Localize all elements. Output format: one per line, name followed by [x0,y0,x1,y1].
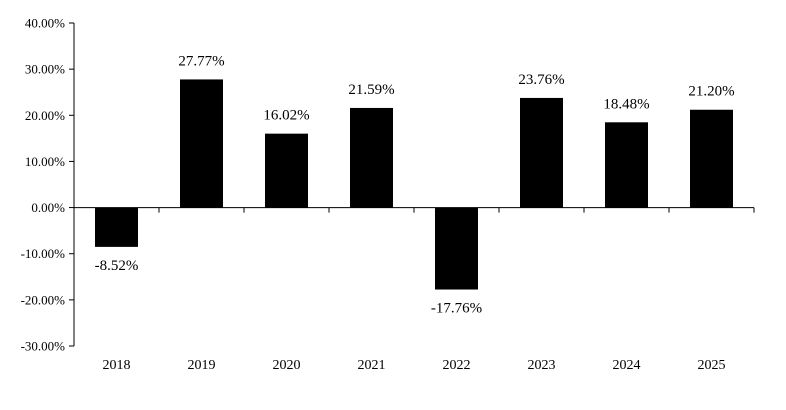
category-label-2020: 2020 [273,358,301,373]
y-tick-label: -10.00% [21,246,66,261]
data-label-2024: 18.48% [603,96,649,112]
y-axis: 40.00% 30.00% 20.00% 10.00% 0.00% -10.00% -20.… [21,16,75,354]
y-tick-label: 10.00% [25,154,65,169]
y-tick-label: 30.00% [25,62,65,77]
category-label-2024: 2024 [613,358,641,373]
bar-2023 [520,97,563,208]
data-label-2020: 16.02% [263,108,309,124]
y-tick-label: 40.00% [25,16,65,31]
category-labels: 2018 2019 2020 2021 2022 2023 2024 2025 [103,358,726,373]
bars [95,79,733,290]
y-tick-label: 20.00% [25,108,65,123]
bar-2020 [265,133,308,208]
y-tick-label: -30.00% [21,339,66,354]
category-label-2019: 2019 [188,358,216,373]
x-axis [73,207,755,213]
data-label-2025: 21.20% [688,84,734,100]
data-label-2021: 21.59% [348,82,394,98]
data-label-2018: -8.52% [95,258,139,274]
category-label-2022: 2022 [443,358,471,373]
y-tick-label: 0.00% [31,200,65,215]
data-label-2023: 23.76% [518,72,564,88]
data-label-2019: 27.77% [178,53,224,69]
category-label-2021: 2021 [358,358,386,373]
bar-2024 [605,122,648,208]
data-labels: -8.52% 27.77% 16.02% 21.59% -17.76% 23.76% 18.… [95,53,735,316]
bar-2025 [690,109,733,208]
bar-2019 [180,79,223,208]
category-label-2025: 2025 [698,358,726,373]
bar-2021 [350,107,393,208]
category-label-2023: 2023 [528,358,556,373]
bar-2018 [95,207,138,247]
category-label-2018: 2018 [103,358,131,373]
data-label-2022: -17.76% [431,301,482,317]
bar-2022 [435,207,478,290]
y-tick-label: -20.00% [21,292,66,307]
